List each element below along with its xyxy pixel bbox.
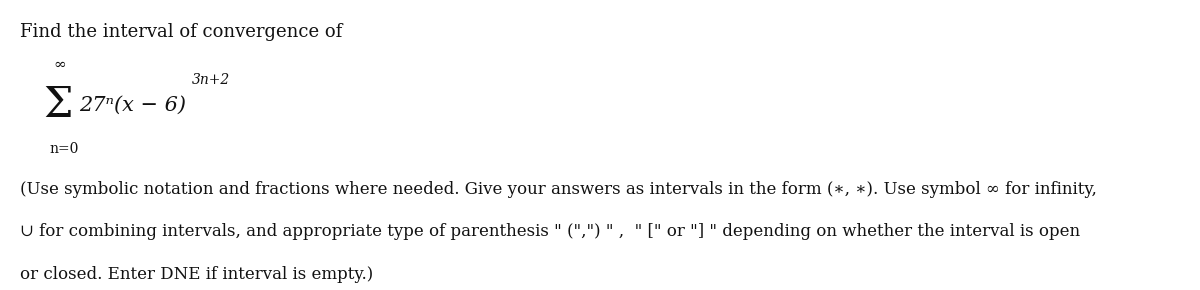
Text: 27ⁿ(x − 6): 27ⁿ(x − 6) <box>79 95 186 114</box>
Text: or closed. Enter DNE if interval is empty.): or closed. Enter DNE if interval is empt… <box>19 266 373 283</box>
Text: Σ: Σ <box>43 84 73 126</box>
Text: n=0: n=0 <box>49 142 79 156</box>
Text: ∞: ∞ <box>54 58 66 72</box>
Text: ∪ for combining intervals, and appropriate type of parenthesis " (",") " ,  " [": ∪ for combining intervals, and appropria… <box>19 224 1080 240</box>
Text: 3n+2: 3n+2 <box>192 73 230 87</box>
Text: Find the interval of convergence of: Find the interval of convergence of <box>19 23 342 41</box>
Text: (Use symbolic notation and fractions where needed. Give your answers as interval: (Use symbolic notation and fractions whe… <box>19 181 1097 198</box>
